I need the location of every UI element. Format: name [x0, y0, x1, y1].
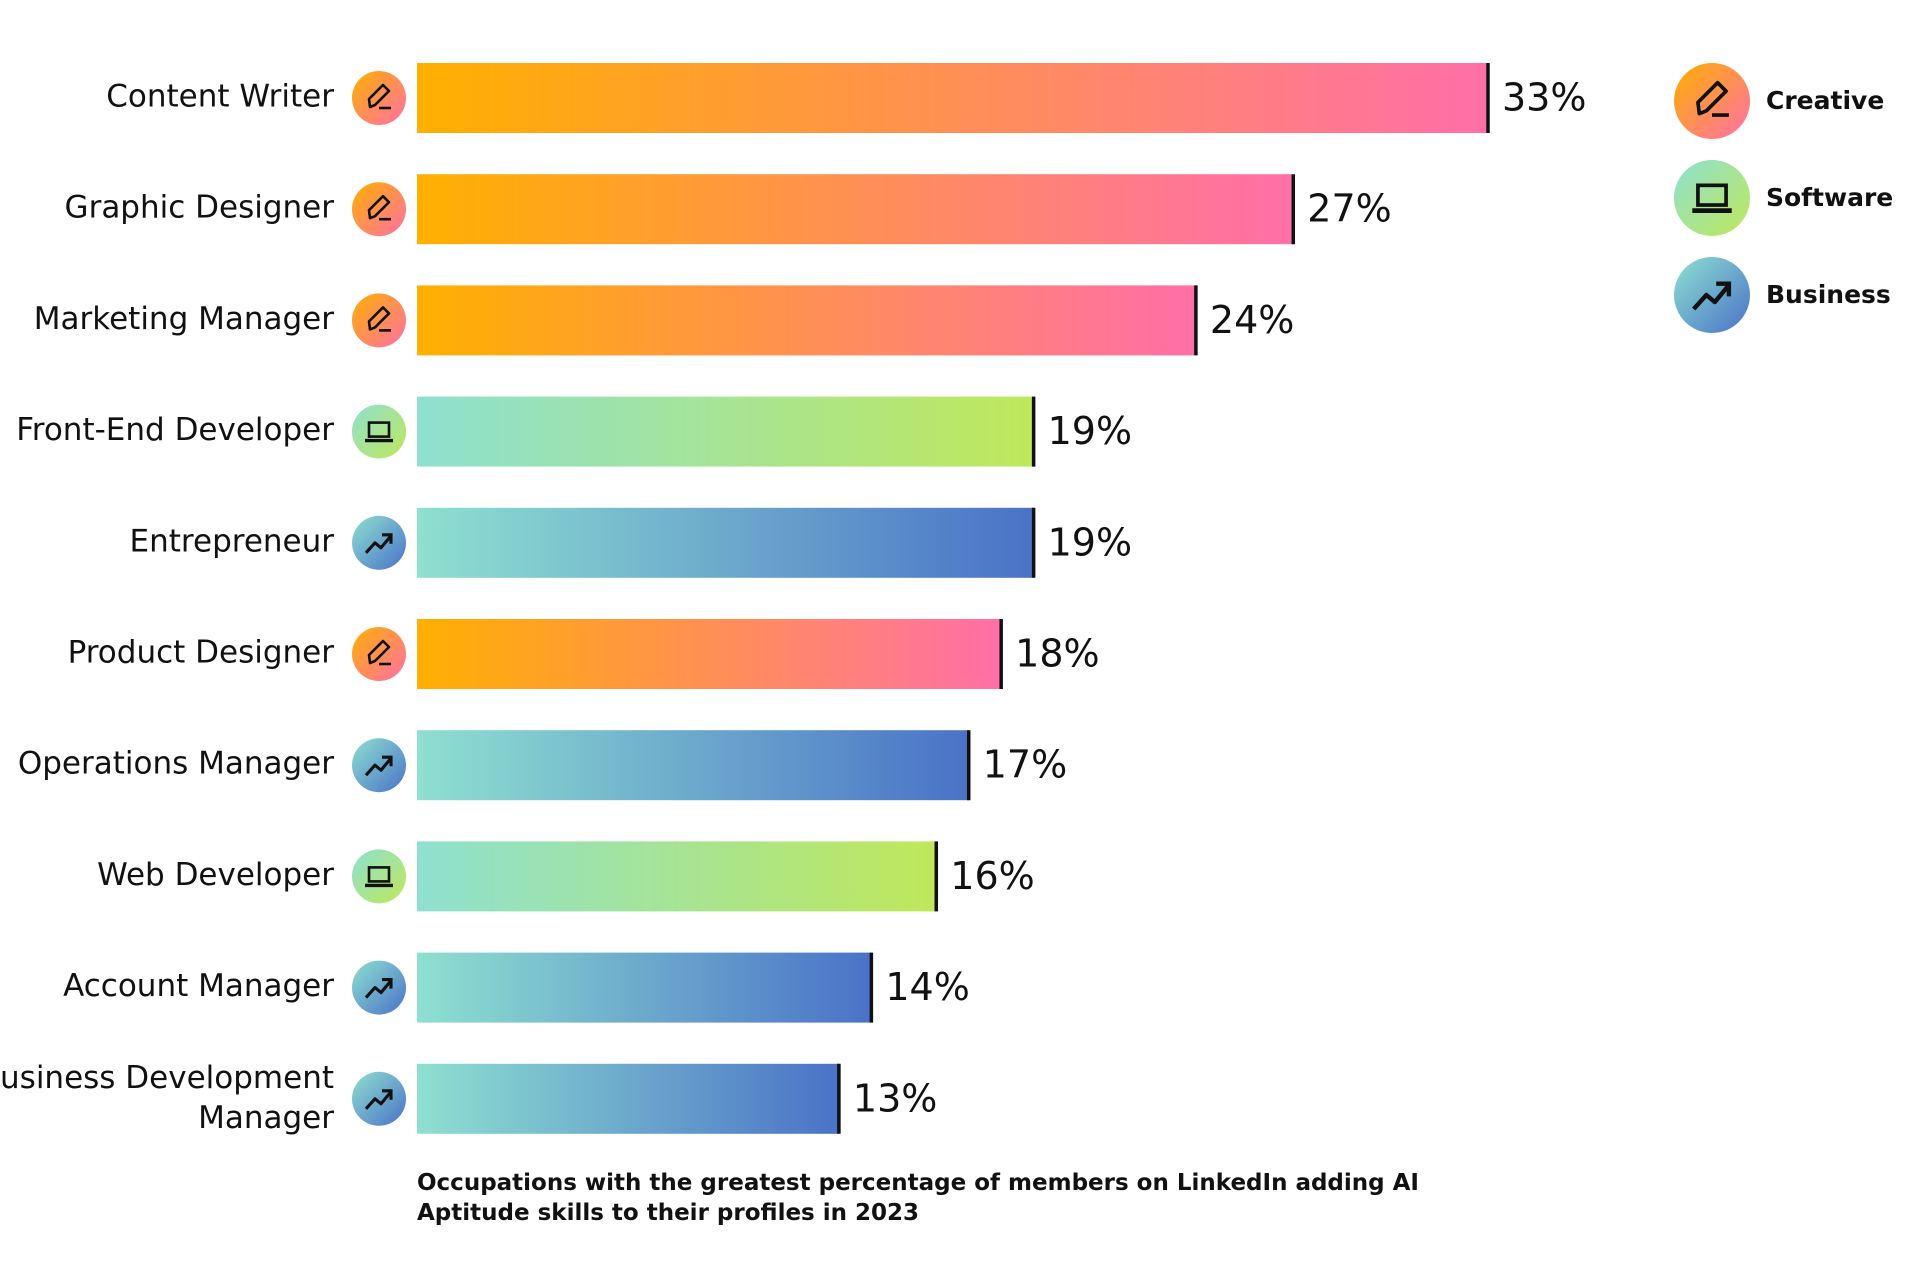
category-icon — [352, 960, 406, 1015]
icon-circle — [352, 1071, 406, 1126]
icon-glyph — [367, 421, 391, 438]
icon-glyph — [1692, 283, 1731, 311]
icon-glyph — [367, 194, 391, 220]
category-icon — [352, 738, 406, 793]
value-label: 24% — [1210, 298, 1294, 342]
icon-glyph — [364, 1090, 393, 1110]
icon-circle — [352, 515, 406, 570]
bar — [417, 396, 1034, 467]
value-label: 16% — [950, 854, 1034, 898]
category-label: Content Writer — [106, 79, 334, 115]
category-label: Operations Manager — [18, 746, 334, 782]
icon-circle — [352, 960, 406, 1015]
icon-glyph — [367, 83, 391, 109]
icon-glyph — [367, 306, 391, 331]
icon-glyph — [364, 534, 393, 554]
icon-glyph — [382, 755, 393, 767]
icon-glyph — [1696, 183, 1728, 207]
icon-glyph — [1716, 281, 1732, 297]
category-icon — [352, 182, 406, 237]
icon-circle — [352, 71, 406, 125]
category-label: Graphic Designer — [65, 190, 335, 226]
category-icon — [352, 1071, 406, 1126]
icon-circle — [352, 293, 406, 348]
legend-label: Business — [1766, 280, 1891, 309]
chart-title: Occupations with the greatest percentage… — [417, 1170, 1419, 1226]
category-icon — [352, 293, 406, 348]
value-label: 19% — [1048, 520, 1132, 564]
icon-glyph — [364, 757, 393, 777]
category-label: Account Manager — [63, 968, 334, 1004]
category-icon — [352, 71, 406, 125]
icon-circle — [352, 404, 406, 459]
category-label: Web Developer — [97, 857, 334, 893]
category-icon — [1674, 63, 1750, 139]
category-icon — [1674, 160, 1750, 236]
icon-glyph — [382, 978, 393, 989]
bar — [417, 730, 969, 801]
bar — [417, 174, 1294, 245]
category-icon — [352, 404, 406, 459]
category-icon — [1674, 257, 1750, 333]
icon-circle — [1674, 63, 1750, 139]
icon-circle — [352, 738, 406, 793]
icon-circle — [352, 627, 406, 681]
category-label: Entrepreneur — [130, 523, 335, 559]
legend-label: Creative — [1766, 86, 1884, 115]
bar — [417, 841, 937, 912]
category-label: Front-End Developer — [16, 412, 334, 448]
value-label: 14% — [885, 965, 969, 1009]
icon-circle — [1674, 257, 1750, 333]
icon-circle — [1674, 160, 1750, 236]
icon-glyph — [1696, 80, 1728, 116]
icon-glyph — [364, 979, 393, 999]
bar — [417, 63, 1488, 133]
icon-glyph — [382, 533, 393, 544]
bar — [417, 619, 1002, 689]
icon-glyph — [382, 1089, 393, 1100]
category-icon — [352, 849, 406, 904]
bar — [417, 1063, 839, 1134]
icon-glyph — [367, 866, 391, 883]
legend-label: Software — [1766, 183, 1893, 212]
value-label: 13% — [853, 1076, 937, 1120]
value-label: 19% — [1048, 409, 1132, 453]
category-icon — [352, 627, 406, 681]
bar — [417, 507, 1034, 578]
category-icon — [352, 515, 406, 570]
category-label: Product Designer — [68, 635, 335, 671]
value-label: 33% — [1502, 76, 1586, 120]
icon-circle — [352, 849, 406, 904]
category-label: Business Development Manager — [0, 1059, 334, 1135]
value-label: 17% — [983, 743, 1067, 787]
bar — [417, 285, 1196, 356]
bar — [417, 952, 872, 1023]
icon-glyph — [367, 639, 391, 665]
value-label: 27% — [1307, 187, 1391, 231]
category-label: Marketing Manager — [34, 301, 334, 337]
value-label: 18% — [1015, 632, 1099, 676]
icon-circle — [352, 182, 406, 237]
